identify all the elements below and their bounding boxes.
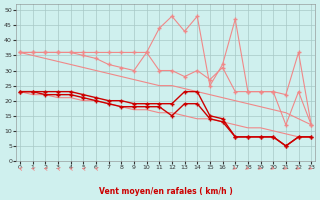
X-axis label: Vent moyen/en rafales ( km/h ): Vent moyen/en rafales ( km/h ) <box>99 187 232 196</box>
